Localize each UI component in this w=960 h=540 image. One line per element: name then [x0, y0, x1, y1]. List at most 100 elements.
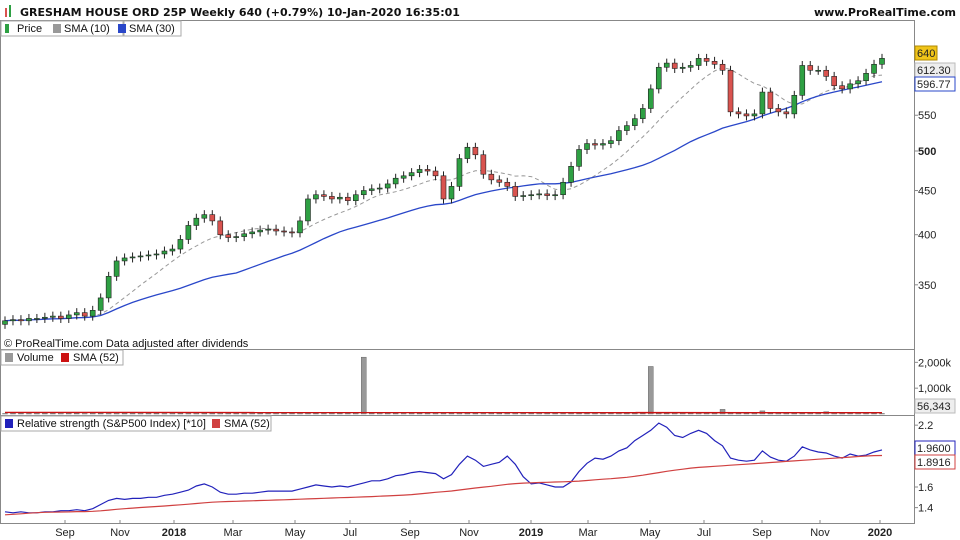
candle-body	[759, 91, 766, 115]
candle	[632, 114, 638, 131]
candle	[456, 154, 463, 191]
sma30-legend-icon	[118, 24, 126, 33]
x-axis-label: 2020	[868, 527, 892, 539]
candle	[783, 107, 790, 119]
candle-body	[50, 315, 56, 318]
price-axis-label: 550	[918, 110, 936, 122]
x-axis-label: May	[285, 527, 306, 539]
candle-body	[592, 143, 598, 146]
candle-body	[711, 61, 718, 65]
volume-bar	[177, 413, 184, 415]
candle	[345, 192, 351, 206]
candle	[847, 79, 853, 94]
price-axis-label: 400	[918, 230, 936, 242]
candle-body	[193, 217, 200, 226]
candle-body	[58, 315, 64, 319]
candle	[544, 189, 550, 201]
volume-bar	[18, 413, 24, 415]
x-axis-label: Sep	[55, 527, 75, 539]
candle-body	[855, 80, 861, 85]
volume-bar	[791, 413, 797, 415]
candle-body	[687, 65, 694, 68]
rs-sma-last-badge: 1.8916	[914, 454, 956, 470]
legend-vol-sma: SMA (52)	[73, 352, 119, 364]
volume-bar	[345, 413, 351, 415]
candle-body	[480, 154, 487, 175]
site-label[interactable]: www.ProRealTime.com	[814, 6, 956, 19]
candle	[608, 136, 614, 149]
candle-body	[169, 248, 176, 252]
rssma-legend-icon	[212, 419, 220, 428]
price-axis-label: 350	[918, 280, 936, 292]
volume-axis-label: 2,000k	[918, 357, 952, 369]
volume-bar	[129, 413, 136, 415]
candle-body	[281, 230, 287, 233]
candle	[496, 175, 503, 187]
candle-body	[42, 316, 48, 319]
candle-body	[321, 194, 327, 197]
candle-body	[241, 233, 247, 237]
candle	[823, 65, 829, 81]
candle-body	[345, 196, 351, 201]
candle	[18, 315, 24, 326]
volume-bar	[847, 413, 853, 415]
candle-body	[201, 214, 208, 219]
candle	[807, 61, 814, 75]
candle-body	[360, 190, 367, 196]
candle	[552, 190, 558, 201]
candle	[321, 190, 327, 201]
candle	[480, 150, 487, 179]
candle-body	[137, 255, 144, 258]
candle-body	[305, 198, 311, 222]
sma10-line	[76, 66, 883, 319]
candle	[129, 252, 136, 263]
volume-bar	[121, 412, 128, 415]
candle-body	[879, 58, 885, 65]
candle-body	[177, 239, 184, 250]
candle-body	[472, 146, 479, 156]
volume-bar	[257, 413, 263, 415]
candle	[751, 109, 758, 121]
candle	[647, 84, 654, 114]
candle-body	[839, 85, 845, 90]
candle	[145, 250, 152, 261]
candle-body	[544, 193, 550, 196]
candle	[655, 62, 662, 94]
candle-body	[432, 170, 439, 177]
rs-legend-icon	[5, 419, 13, 428]
candle-body	[105, 276, 112, 299]
candle	[432, 166, 439, 181]
candle-body	[663, 62, 670, 68]
candle	[711, 56, 718, 69]
candle	[201, 210, 208, 223]
candle	[10, 315, 16, 326]
volume-bar	[584, 413, 590, 415]
candle	[384, 179, 391, 193]
volume-bar	[416, 413, 423, 415]
candle-body	[719, 63, 726, 71]
candle-body	[464, 146, 471, 159]
rs-last-label: 1.9600	[917, 443, 951, 455]
volume-last-badge: 56,343	[914, 398, 956, 414]
candle	[727, 65, 734, 117]
candle	[400, 171, 407, 183]
volume-bar	[42, 412, 48, 415]
volume-bar	[496, 413, 503, 415]
candle	[584, 139, 590, 155]
candle-body	[608, 140, 614, 144]
candle-body	[81, 312, 88, 317]
candle-body	[225, 234, 232, 238]
candle	[58, 311, 64, 323]
candle-body	[145, 254, 152, 257]
candle	[488, 169, 495, 185]
candle-body	[297, 220, 303, 234]
volume-bar	[26, 413, 32, 415]
candle-body	[456, 158, 463, 187]
candle	[26, 313, 32, 326]
candle-body	[392, 177, 399, 185]
candle	[249, 227, 255, 239]
candle-body	[847, 83, 853, 90]
candle	[65, 310, 72, 323]
candle	[871, 59, 877, 78]
candle	[2, 316, 8, 329]
